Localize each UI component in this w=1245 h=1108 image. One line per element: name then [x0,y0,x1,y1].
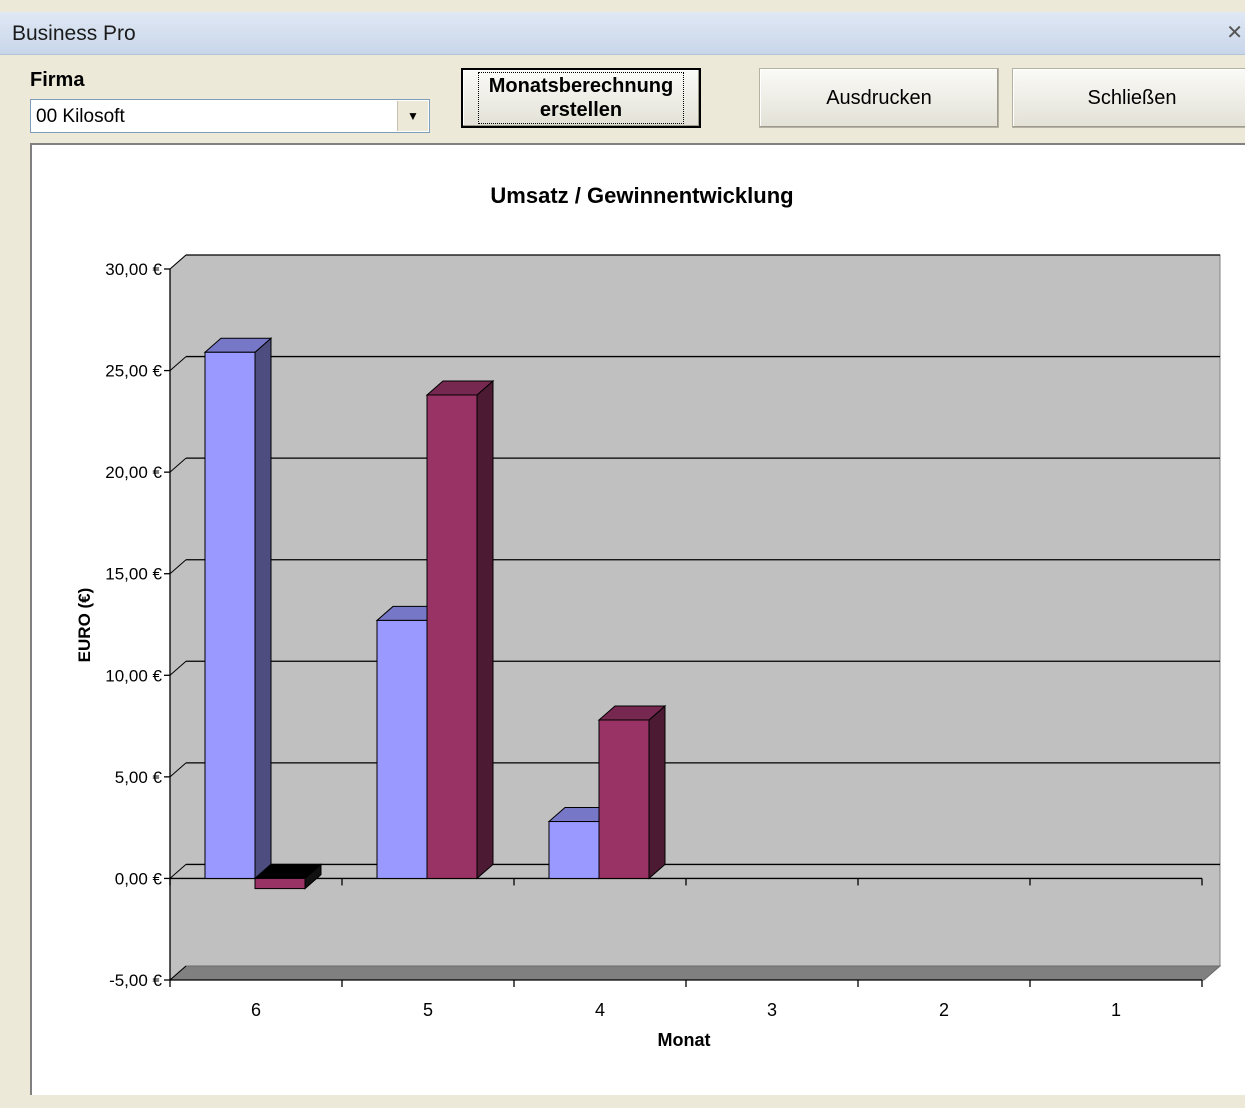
y-tick-label: 0,00 € [115,869,163,888]
x-tick-label: 5 [423,1000,433,1020]
monthly-calc-label-1: Monatsberechnung [488,75,674,97]
chevron-down-icon[interactable]: ▼ [397,101,428,131]
bar-s1-4 [548,821,600,879]
gridline-diagonal [169,762,187,778]
bar-side-s2-5 [476,379,494,880]
bar-s2-6 [254,877,306,890]
gridline-diagonal [169,660,187,676]
monthly-calc-button[interactable]: Monatsberechnung erstellen [461,68,701,128]
chart-title: Umsatz / Gewinnentwicklung [490,183,793,208]
x-tick-label: 1 [1111,1000,1121,1020]
y-tick-label: 30,00 € [105,260,162,279]
gridline-diagonal [169,559,187,575]
print-button[interactable]: Ausdrucken [759,68,999,128]
y-tick-label: 25,00 € [105,362,162,381]
gridline-diagonal [169,254,187,270]
x-tick-label: 6 [251,1000,261,1020]
x-axis-label: Monat [658,1030,711,1050]
bar-s2-5 [426,394,478,879]
gridline-diagonal [169,965,187,981]
close-icon[interactable]: ✕ [1226,22,1243,44]
monthly-calc-label-2: erstellen [539,99,623,121]
firma-select[interactable]: 00 Kilosoft ▼ [30,99,430,133]
gridline-diagonal [169,864,187,879]
firma-selected-value: 00 Kilosoft [36,106,125,127]
bar-side-s2-4 [648,704,666,880]
gridline-diagonal [169,356,187,371]
bar-s1-6 [204,351,256,879]
y-tick-label: 20,00 € [105,463,162,482]
close-button[interactable]: Schließen [1012,68,1245,128]
firma-label: Firma [30,69,85,91]
y-axis-label: EURO (€) [75,588,94,663]
bar-s1-5 [376,619,428,879]
gridline-diagonal [169,457,187,473]
plot-floor [168,965,1222,981]
x-tick-label: 2 [939,1000,949,1020]
bar-side-s1-6 [254,337,272,880]
y-tick-label: 10,00 € [105,666,162,685]
plot-back-wall [169,254,1221,982]
y-tick-label: 5,00 € [115,768,163,787]
y-tick-label: -5,00 € [109,971,162,990]
x-tick-label: 4 [595,1000,605,1020]
window-title: Business Pro [12,22,136,45]
bar-s2-4 [598,719,650,879]
title-bar: Business Pro ✕ [0,12,1245,55]
x-tick-label: 3 [767,1000,777,1020]
y-tick-label: 15,00 € [105,565,162,584]
